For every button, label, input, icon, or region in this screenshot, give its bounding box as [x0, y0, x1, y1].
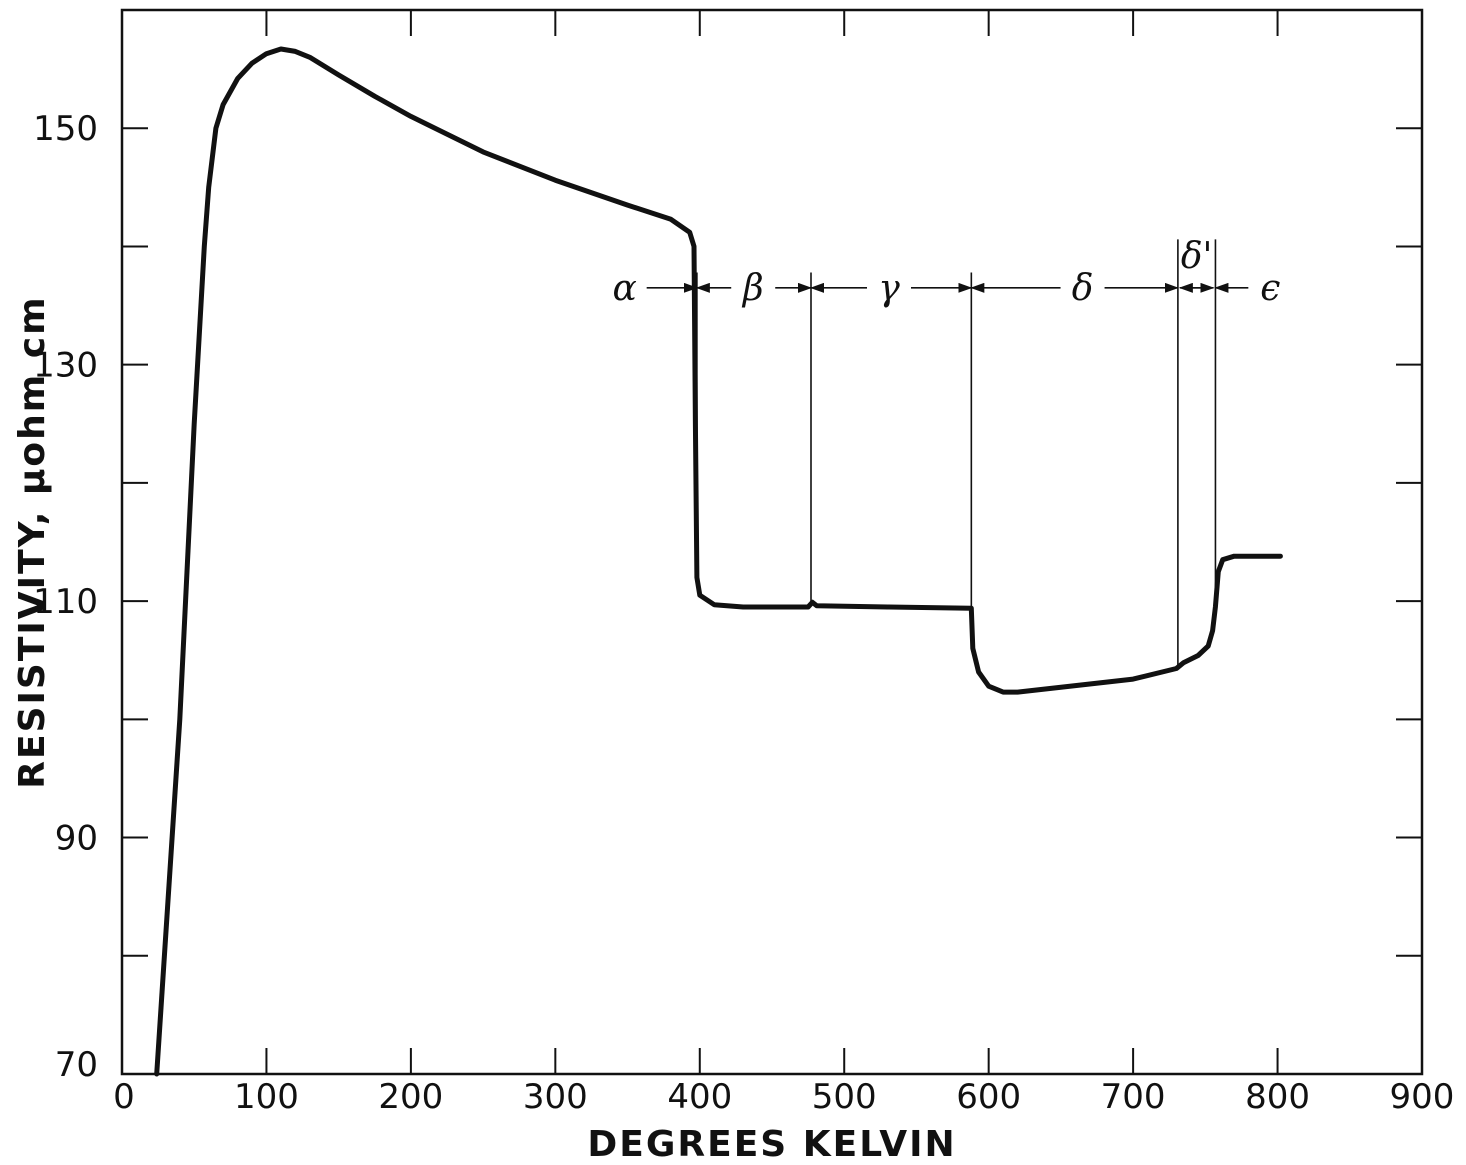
phase-label: δ' [1181, 236, 1213, 277]
y-tick-label: 130 [33, 346, 98, 386]
x-tick-label: 600 [956, 1077, 1021, 1117]
axis-ticks [122, 10, 1422, 1074]
x-tick-label: 0 [113, 1077, 135, 1117]
x-tick-label: 100 [234, 1077, 299, 1117]
y-tick-label: 90 [55, 819, 98, 859]
x-tick-label: 300 [523, 1077, 588, 1117]
y-tick-label: 110 [33, 582, 98, 622]
phase-label: γ [878, 268, 900, 309]
y-tick-label: 70 [55, 1045, 98, 1085]
x-tick-label: 200 [378, 1077, 443, 1117]
phase-boundary-lines [696, 239, 1217, 667]
x-axis-title: DEGREES KELVIN [587, 1124, 956, 1165]
phase-labels: α β γ δ δ' ϵ [613, 236, 1281, 309]
phase-label: ϵ [1260, 268, 1280, 309]
axis-tick-labels: 0 100 200 300 400 500 600 700 800 900 70 90 110 130 15… [33, 109, 1454, 1117]
x-tick-label: 700 [1101, 1077, 1166, 1117]
x-tick-label: 500 [812, 1077, 877, 1117]
resistivity-curve [154, 46, 1283, 1077]
phase-label: α [613, 268, 637, 309]
plot-frame [120, 8, 1424, 1076]
y-tick-label: 150 [33, 109, 98, 149]
x-tick-label: 800 [1245, 1077, 1310, 1117]
y-axis-title: RESISTIVITY, μohm cm [12, 295, 53, 788]
phase-label: δ [1072, 268, 1094, 309]
phase-label: β [741, 268, 764, 309]
x-tick-label: 900 [1390, 1077, 1455, 1117]
x-tick-label: 400 [667, 1077, 732, 1117]
